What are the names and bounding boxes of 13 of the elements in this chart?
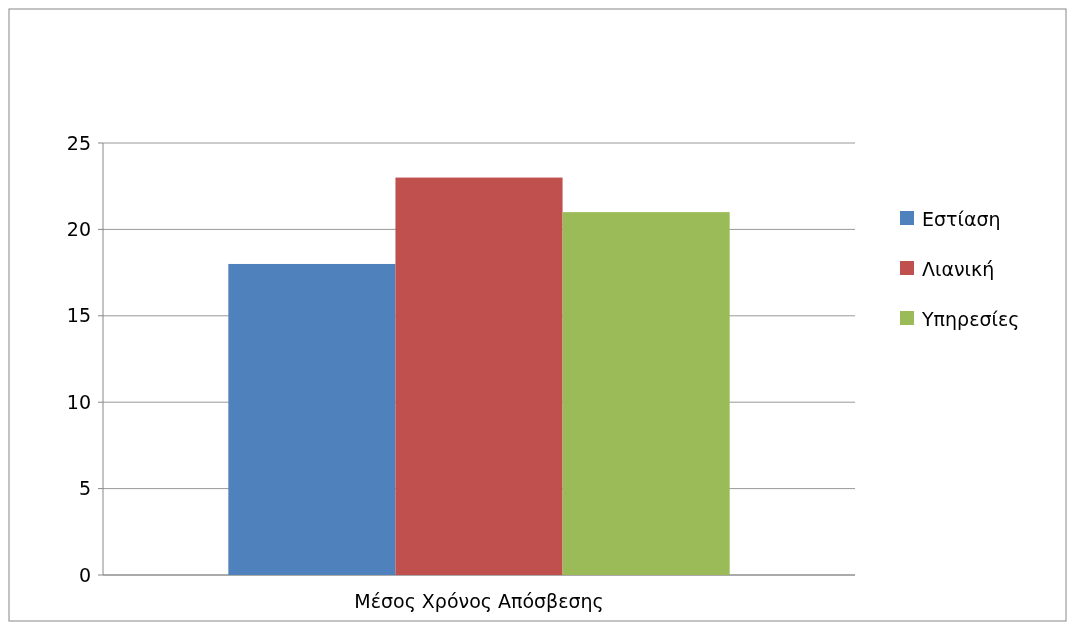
y-tick-label: 15	[66, 304, 91, 327]
y-tick-label: 20	[66, 218, 91, 241]
legend-label: Εστίαση	[922, 207, 1001, 230]
y-tick-label: 5	[78, 477, 91, 500]
bar	[228, 263, 396, 575]
legend-label: Υπηρεσίες	[921, 307, 1020, 330]
y-tick-label: 25	[66, 131, 91, 154]
y-tick-label: 10	[66, 390, 91, 413]
bar	[562, 212, 730, 575]
legend-label: Λιανική	[922, 257, 995, 280]
y-tick-label: 0	[78, 563, 91, 586]
x-tick-label: Μέσος Χρόνος Απόσβεσης	[354, 590, 604, 612]
bar	[395, 177, 563, 575]
